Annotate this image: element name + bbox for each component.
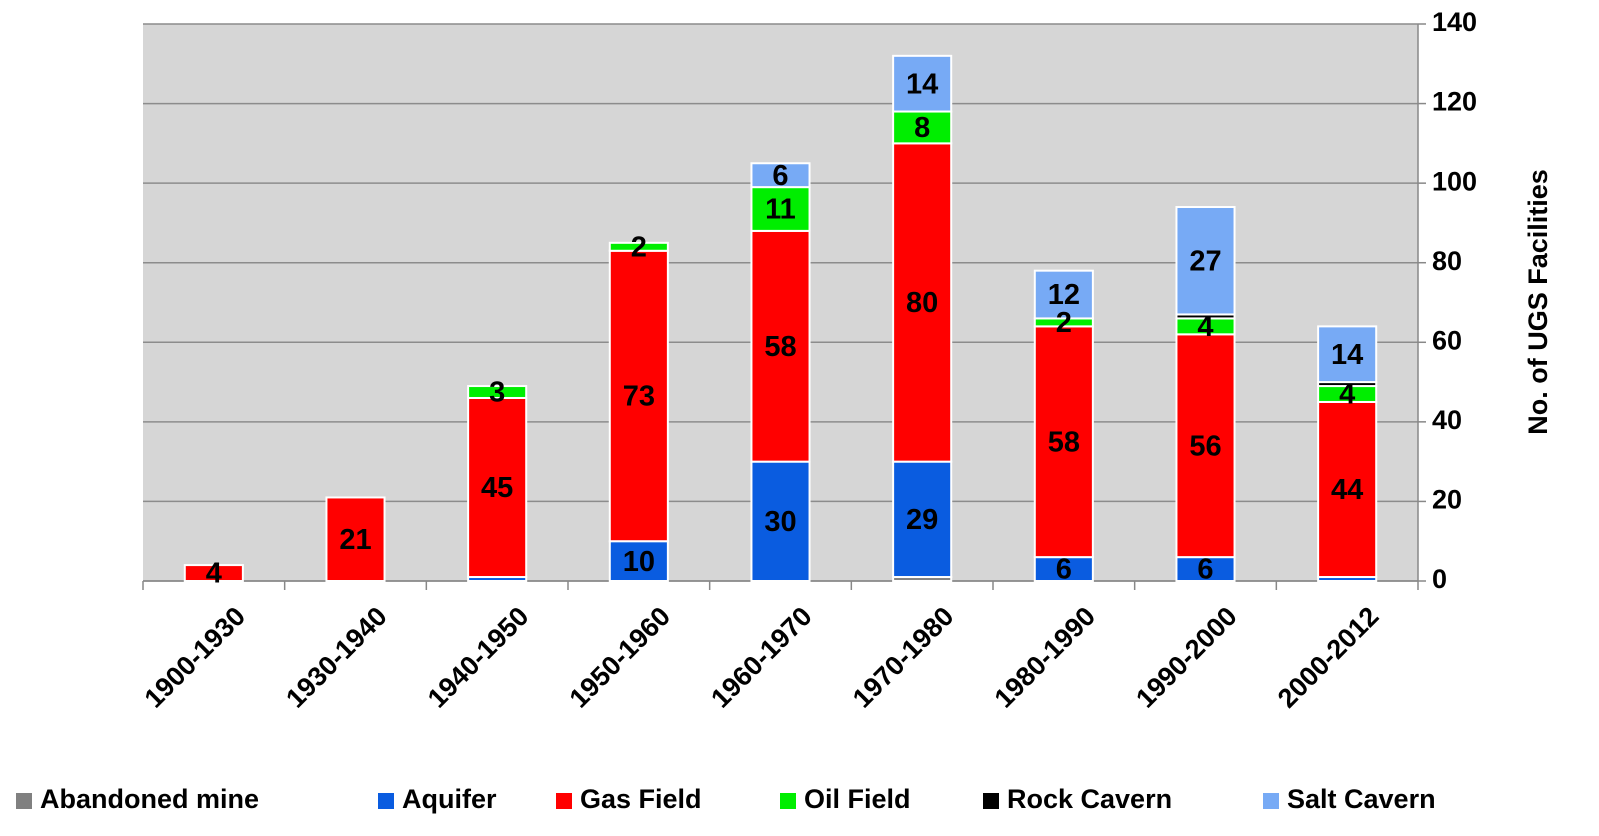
data-label: 14 — [906, 68, 938, 100]
x-tick-label: 1990-2000 — [1130, 601, 1243, 714]
y-tick-label: 40 — [1432, 405, 1462, 435]
data-label: 4 — [1339, 379, 1355, 411]
data-label: 29 — [906, 504, 938, 536]
bar-segment — [325, 496, 386, 583]
bar-segment — [183, 564, 244, 582]
bar-segment — [750, 229, 811, 463]
bar-segment — [1317, 400, 1378, 579]
data-label: 44 — [1331, 474, 1363, 506]
data-label: 6 — [772, 160, 788, 192]
legend-marker — [983, 793, 999, 809]
x-tick-label: 1930-1940 — [280, 601, 393, 714]
data-label: 4 — [206, 558, 222, 590]
y-tick-label: 120 — [1432, 87, 1477, 117]
legend-label: Aquifer — [402, 784, 497, 814]
x-tick-label: 1960-1970 — [705, 601, 818, 714]
legend-marker — [780, 793, 796, 809]
bar-segment — [892, 460, 953, 579]
data-label: 6 — [1056, 554, 1072, 586]
y-tick-label: 80 — [1432, 246, 1462, 276]
bar-segment — [750, 162, 811, 189]
bar-segment — [1175, 206, 1236, 316]
x-tick-label: 1940-1950 — [422, 601, 535, 714]
data-label: 2 — [1056, 307, 1072, 339]
x-tick-label: 1970-1980 — [847, 601, 960, 714]
data-label: 21 — [339, 524, 371, 556]
data-label: 3 — [489, 377, 505, 409]
data-label: 58 — [1048, 426, 1080, 458]
data-label: 14 — [1331, 339, 1363, 371]
x-tick-label: 1900-1930 — [139, 601, 252, 714]
legend-label: Gas Field — [580, 784, 702, 814]
data-label: 11 — [765, 194, 796, 226]
legend-label: Salt Cavern — [1287, 784, 1436, 814]
y-axis-title: No. of UGS Facilities — [1523, 169, 1553, 435]
bar-segment — [1175, 333, 1236, 559]
y-tick-label: 0 — [1432, 564, 1447, 594]
x-tick-label: 1980-1990 — [989, 601, 1102, 714]
data-label: 6 — [1197, 554, 1213, 586]
y-tick-label: 20 — [1432, 485, 1462, 515]
data-label: 2 — [631, 231, 647, 263]
legend-marker — [378, 793, 394, 809]
data-label: 12 — [1048, 279, 1080, 311]
bar-segment — [1317, 325, 1378, 384]
legend-label: Abandoned mine — [40, 784, 259, 814]
data-label: 8 — [914, 112, 930, 144]
data-label: 45 — [481, 472, 513, 504]
bar-segment — [608, 540, 669, 583]
data-label: 80 — [906, 287, 938, 319]
bar-segment — [892, 54, 953, 113]
data-label: 27 — [1189, 245, 1221, 277]
bar-segment — [1033, 269, 1094, 320]
data-label: 10 — [623, 546, 655, 578]
legend-marker — [16, 793, 32, 809]
y-tick-label: 100 — [1432, 166, 1477, 196]
bar-segment — [467, 396, 528, 579]
legend-label: Rock Cavern — [1007, 784, 1172, 814]
data-label: 58 — [764, 331, 796, 363]
bar-segment — [892, 110, 953, 145]
data-label: 56 — [1189, 430, 1221, 462]
bar-segment — [608, 241, 669, 252]
x-tick-label: 1950-1960 — [564, 601, 677, 714]
data-label: 4 — [1197, 311, 1213, 343]
bar-segment — [467, 385, 528, 399]
y-tick-label: 140 — [1432, 7, 1477, 37]
x-tick-label: 2000-2012 — [1272, 601, 1385, 714]
legend-marker — [556, 793, 572, 809]
bar-segment — [608, 249, 669, 543]
y-tick-label: 60 — [1432, 325, 1462, 355]
legend-label: Oil Field — [804, 784, 911, 814]
data-label: 30 — [764, 506, 796, 538]
data-label: 73 — [623, 381, 655, 413]
bar-segment — [892, 142, 953, 463]
legend-marker — [1263, 793, 1279, 809]
